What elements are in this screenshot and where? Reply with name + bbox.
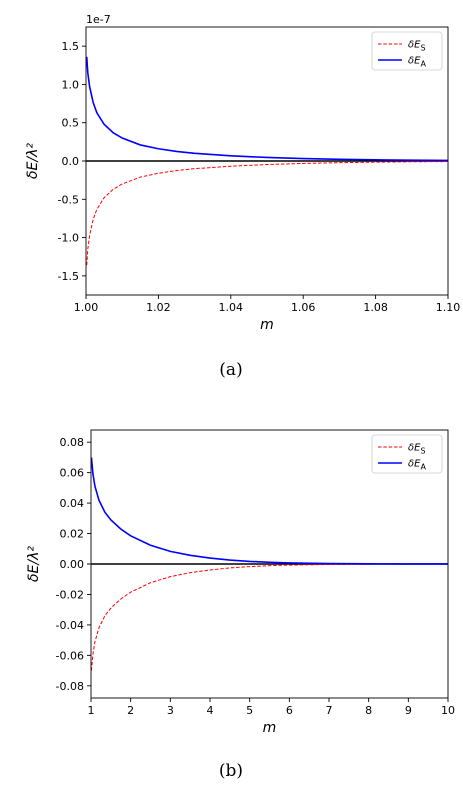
y-tick-label: -0.04 (56, 619, 84, 632)
y-tick-label: 0.0 (62, 155, 80, 168)
y-tick-label: 1.0 (62, 78, 80, 91)
x-tick-label: 7 (326, 704, 333, 717)
series-line-delta-e-s (91, 563, 448, 671)
panel-caption: (a) (219, 360, 242, 380)
panel-b: 1 2 3 4 5 6 7 8 9 10 0.08 0.06 0.04 0.02 0.00 -0.02 -0.0… (26, 429, 455, 781)
x-tick-label: 10 (441, 704, 455, 717)
x-tick-label: 5 (246, 704, 253, 717)
y-tick-label: -0.5 (58, 193, 79, 206)
y-tick-label: 0.06 (60, 467, 85, 480)
x-axis-label: m (263, 720, 277, 736)
x-tick-label: 1.02 (146, 301, 171, 314)
x-tick-label: 1.00 (74, 301, 99, 314)
y-tick-label: 0.04 (60, 497, 85, 510)
y-tick-label: 1.5 (62, 40, 80, 53)
legend-label: δES (408, 443, 426, 456)
y-tick-label: 0.02 (60, 528, 85, 541)
x-tick-label: 8 (365, 704, 372, 717)
y-tick-label: -1.0 (58, 232, 79, 245)
series-line-delta-e-a (86, 56, 448, 162)
y-tick-label: 0.00 (60, 558, 85, 571)
legend-label: δEA (408, 56, 426, 69)
y-axis-label: δE/λ² (25, 143, 41, 179)
x-tick-label: 1.10 (436, 301, 461, 314)
y-offset-text: 1e-7 (86, 13, 111, 26)
series-line-delta-e-s (86, 161, 448, 266)
x-tick-label: 3 (167, 704, 174, 717)
y-tick-label: -0.02 (56, 588, 84, 601)
x-tick-label: 2 (127, 704, 134, 717)
x-tick-label: 9 (405, 704, 412, 717)
y-tick-label: -0.06 (56, 649, 84, 662)
x-axis-label: m (260, 317, 274, 333)
x-tick-label: 4 (207, 704, 214, 717)
legend-box (371, 31, 443, 71)
series-line-delta-e-a (91, 457, 448, 565)
panel-a: 1.00 1.02 1.04 1.06 1.08 1.10 1.5 1.0 0.5 0.0 -0.5… (25, 13, 460, 380)
y-axis-label: δE/λ² (26, 546, 42, 582)
legend-label: δES (408, 40, 426, 53)
y-tick-label: 0.5 (62, 117, 80, 130)
legend-box (371, 434, 443, 474)
legend-label: δEA (408, 459, 426, 472)
y-tick-label: 0.08 (60, 436, 85, 449)
x-tick-label: 1 (88, 704, 95, 717)
y-tick-label: -1.5 (58, 270, 79, 283)
x-tick-label: 6 (286, 704, 293, 717)
x-tick-label: 1.08 (363, 301, 388, 314)
panel-caption: (b) (219, 761, 243, 781)
x-tick-label: 1.04 (219, 301, 244, 314)
y-tick-label: -0.08 (56, 680, 84, 693)
x-tick-label: 1.06 (291, 301, 316, 314)
